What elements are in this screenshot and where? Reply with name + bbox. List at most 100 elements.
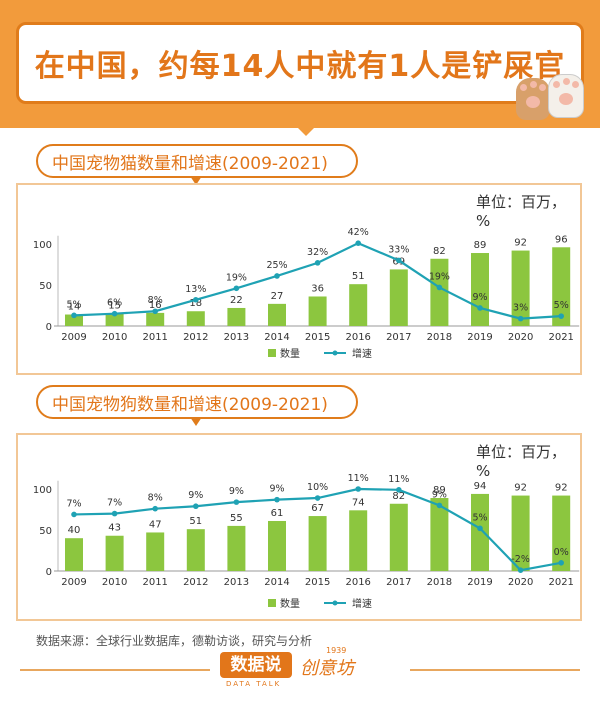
growth-point-2021 <box>558 560 564 566</box>
bar-value-label: 82 <box>392 491 405 502</box>
bar-value-label: 89 <box>433 485 446 496</box>
bar-value-label: 47 <box>149 519 162 530</box>
bar-value-label: 22 <box>230 295 243 306</box>
bar-2009 <box>65 538 83 571</box>
legend-line-dot <box>332 600 338 606</box>
growth-point-2011 <box>152 308 158 315</box>
bar-value-label: 89 <box>474 240 487 251</box>
bar-2012 <box>186 311 205 326</box>
legend-bar-label: 数量 <box>280 347 300 360</box>
growth-label: 19% <box>429 271 450 282</box>
cat-paw-icon <box>516 78 550 120</box>
legend-bar-swatch <box>268 349 276 357</box>
bar-2009 <box>65 314 83 326</box>
bar-value-label: 16 <box>149 300 162 311</box>
bar-2020 <box>511 495 530 571</box>
dog-section-title: 中国宠物狗数量和增速(2009-2021) <box>36 385 358 419</box>
bar-value-label: 51 <box>189 516 202 527</box>
growth-label: 9% <box>432 489 447 500</box>
x-tick-label: 2020 <box>508 577 533 588</box>
x-tick-label: 2013 <box>224 577 249 588</box>
x-tick-label: 2017 <box>386 332 411 343</box>
growth-label: 8% <box>148 295 163 306</box>
bar-value-label: 18 <box>189 298 202 309</box>
brand-logo-sub: DATA TALK <box>226 680 282 688</box>
bar-2017 <box>389 503 408 571</box>
x-tick-label: 2011 <box>142 332 167 343</box>
bar-value-label: 92 <box>514 483 527 494</box>
x-tick-label: 2009 <box>61 577 86 588</box>
growth-label: 7% <box>107 498 122 509</box>
bar-2020 <box>511 250 530 326</box>
x-tick-label: 2014 <box>264 332 289 343</box>
growth-point-2017 <box>396 487 402 493</box>
growth-label: 9% <box>269 484 284 495</box>
bar-value-label: 92 <box>514 238 527 249</box>
footer-line-right <box>410 669 580 671</box>
bar-2019 <box>471 493 489 571</box>
y-tick-label: 0 <box>46 567 52 578</box>
growth-label: 9% <box>229 486 244 497</box>
bar-2014 <box>268 303 286 326</box>
dog-paw-icon <box>548 74 584 118</box>
x-tick-label: 2016 <box>345 332 370 343</box>
growth-label: 0% <box>554 547 569 558</box>
growth-label: 11% <box>348 473 369 484</box>
growth-label: 10% <box>307 482 328 493</box>
y-tick-label: 100 <box>33 485 52 496</box>
growth-point-2014 <box>274 273 280 279</box>
bar-value-label: 94 <box>474 481 487 492</box>
legend-bar-swatch <box>268 599 276 607</box>
growth-label: 25% <box>266 260 287 271</box>
x-tick-label: 2020 <box>508 332 533 343</box>
growth-point-2014 <box>274 496 280 503</box>
legend-line-dot <box>332 350 338 356</box>
growth-point-2012 <box>193 503 199 510</box>
legend-line-label: 增速 <box>352 597 372 610</box>
bar-2018 <box>430 258 449 326</box>
legend-line-label: 增速 <box>352 347 372 360</box>
dog-chart-box: 单位：百万，% 0 50 100 40 43 47 51 55 61 67 74 82 89 94 92 92… <box>16 433 582 621</box>
bar-value-label: 74 <box>352 497 365 508</box>
growth-point-2018 <box>436 502 443 509</box>
growth-point-2019 <box>477 305 483 311</box>
bar-2016 <box>349 510 368 571</box>
growth-point-2013 <box>233 499 240 505</box>
bar-2019 <box>471 253 489 326</box>
growth-label: 19% <box>226 272 247 283</box>
x-tick-label: 2015 <box>305 577 330 588</box>
x-tick-label: 2014 <box>264 577 289 588</box>
bar-2010 <box>105 535 124 571</box>
growth-label: 5% <box>66 299 81 310</box>
x-tick-label: 2019 <box>467 332 492 343</box>
x-tick-label: 2013 <box>224 332 249 343</box>
growth-point-2017 <box>396 257 402 264</box>
growth-point-2018 <box>436 284 443 291</box>
dog-unit-label: 单位：百万，% <box>476 443 567 480</box>
bar-value-label: 96 <box>555 234 568 245</box>
bar-2013 <box>227 307 246 326</box>
growth-point-2020 <box>517 567 524 573</box>
growth-point-2015 <box>314 495 321 501</box>
bar-value-label: 61 <box>271 508 284 519</box>
x-tick-label: 2021 <box>548 577 573 588</box>
growth-label: 32% <box>307 247 328 258</box>
growth-point-2013 <box>233 285 240 292</box>
cat-section-title: 中国宠物猫数量和增速(2009-2021) <box>36 144 358 178</box>
bar-2014 <box>268 520 286 571</box>
x-tick-label: 2010 <box>102 332 127 343</box>
x-tick-label: 2016 <box>345 577 370 588</box>
growth-label: 3% <box>513 303 528 314</box>
bar-2017 <box>389 269 408 326</box>
x-tick-label: 2015 <box>305 332 330 343</box>
x-tick-label: 2021 <box>548 332 573 343</box>
growth-label: 5% <box>554 300 569 311</box>
cat-unit-label: 单位：百万，% <box>476 193 567 230</box>
cat-title-pointer <box>190 176 202 185</box>
growth-point-2009 <box>71 312 77 319</box>
growth-point-2015 <box>314 260 321 266</box>
cat-chart-box: 单位：百万，% 05010014151618222736516982899296… <box>16 183 582 375</box>
dog-section-title-text: 中国宠物狗数量和增速(2009-2021) <box>52 394 328 415</box>
x-tick-label: 2018 <box>427 332 452 343</box>
x-tick-label: 2018 <box>427 577 452 588</box>
